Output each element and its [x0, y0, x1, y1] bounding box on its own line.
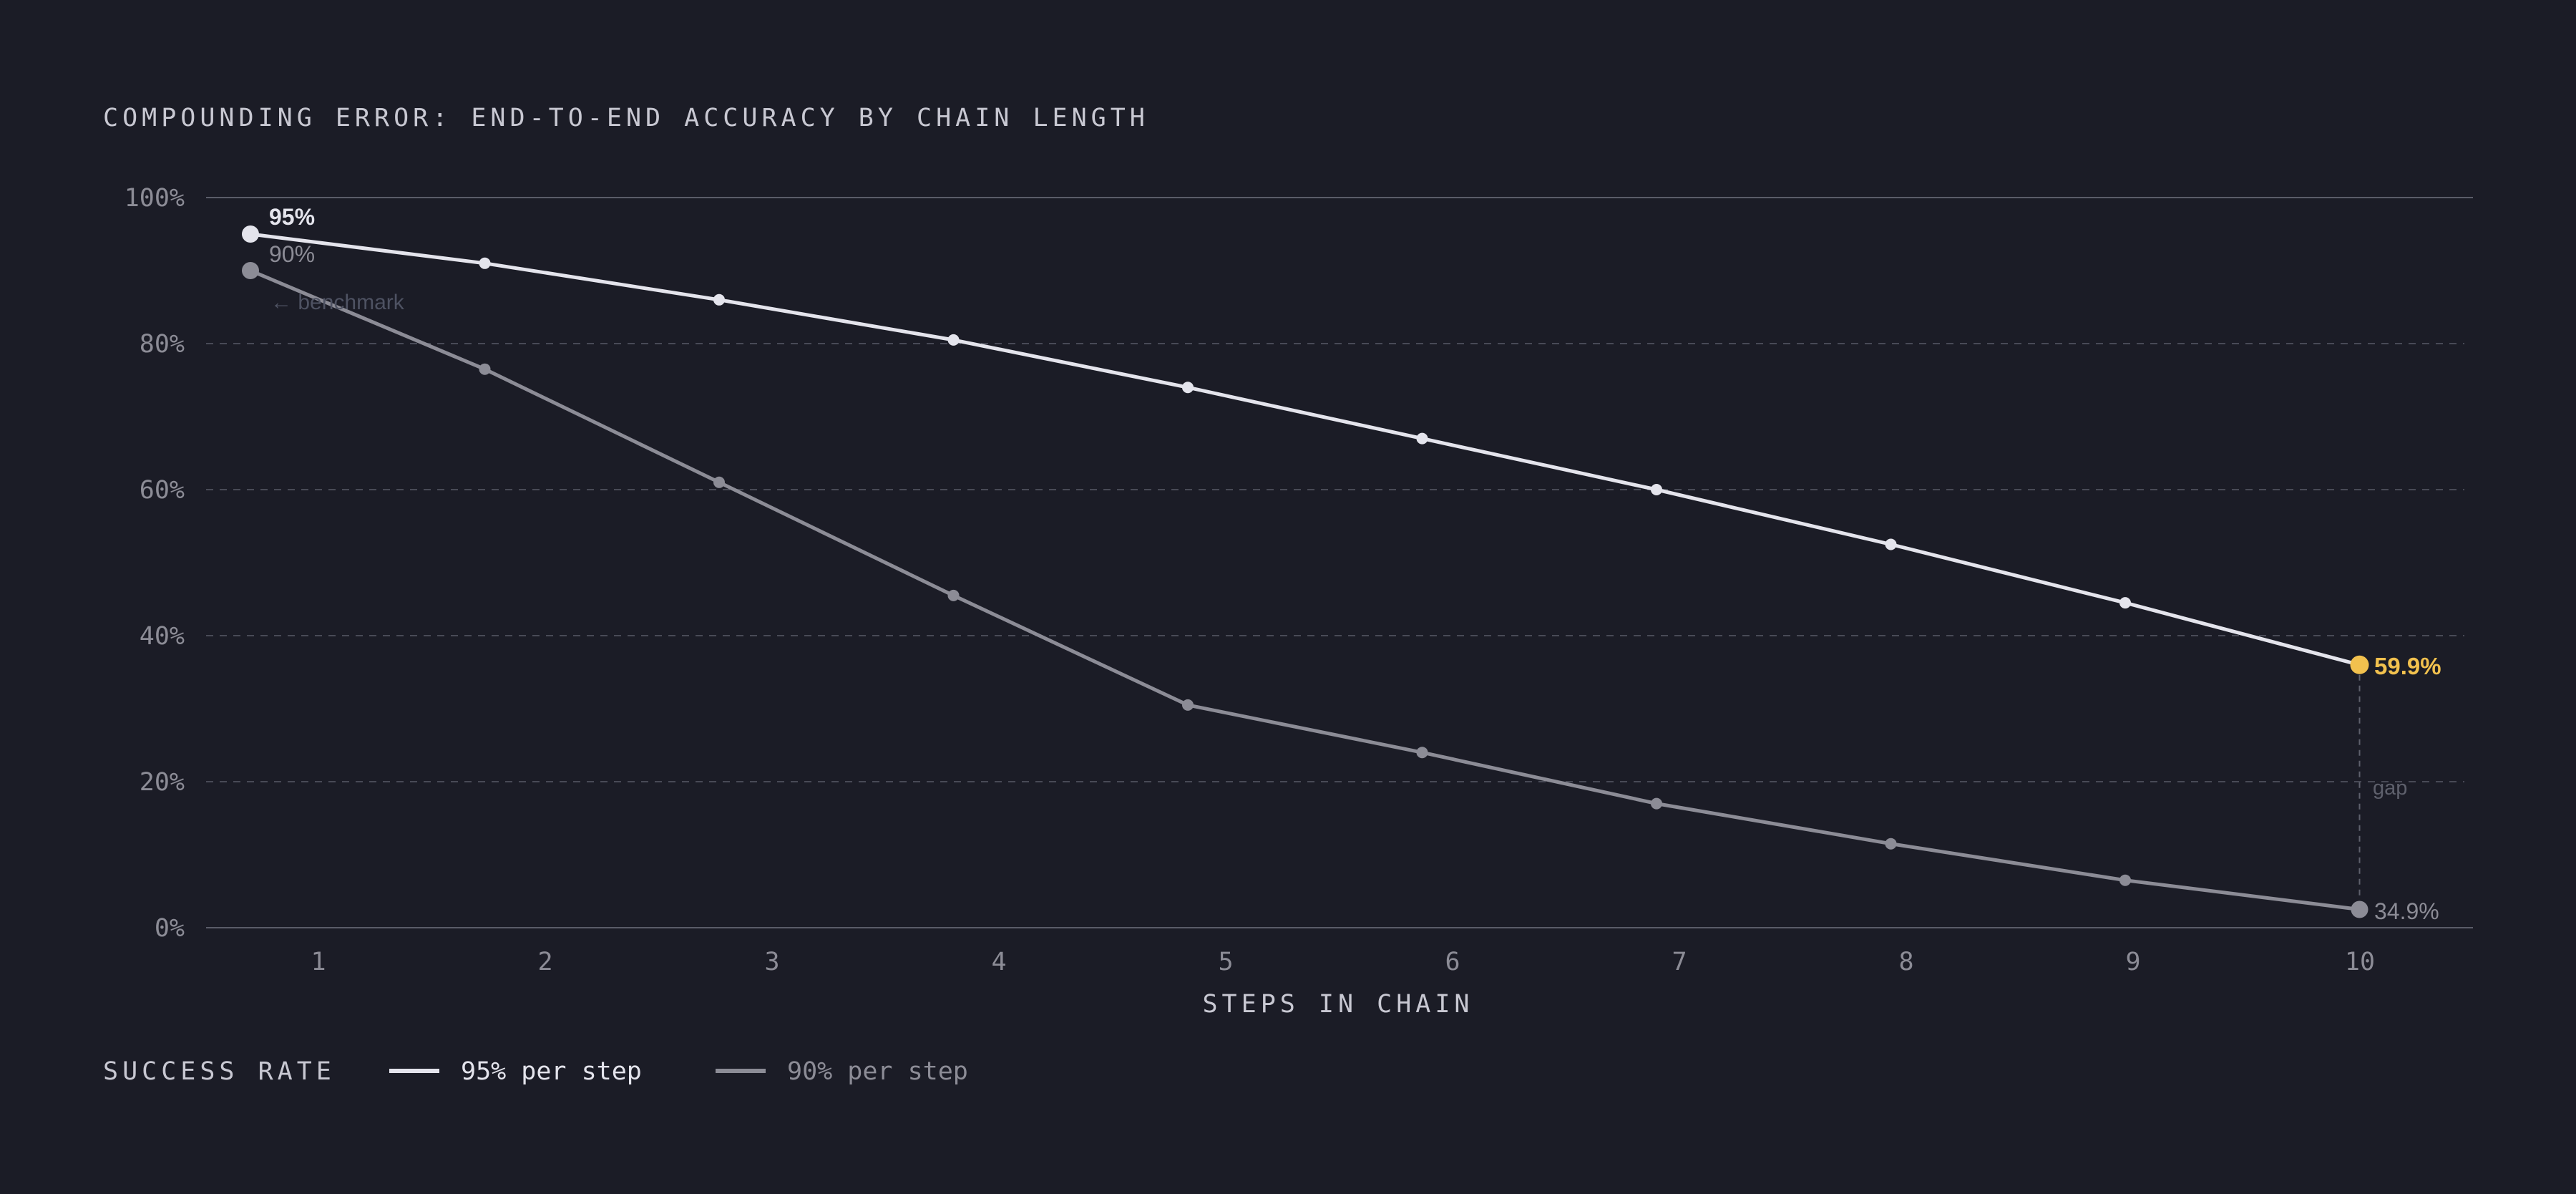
legend-label-95: 95% per step [461, 1057, 642, 1086]
x-axis-ticks: 1 2 3 4 5 6 7 8 9 10 [311, 948, 2375, 976]
data-point-90 [1651, 797, 1662, 810]
x-tick-label: 6 [1445, 948, 1460, 976]
x-tick-label: 7 [1672, 948, 1687, 976]
y-tick-label: 100% [125, 184, 185, 213]
legend-title: SUCCESS RATE [103, 1057, 336, 1086]
y-tick-label: 60% [140, 476, 185, 505]
data-point-90 [2119, 874, 2131, 886]
data-point-95 [1651, 484, 1662, 495]
x-tick-label: 3 [764, 948, 779, 976]
x-tick-label: 8 [1898, 948, 1913, 976]
y-axis-ticks: 0% 20% 40% 60% 80% 100% [125, 184, 185, 943]
data-point-90 [713, 476, 725, 488]
x-tick-label: 1 [311, 948, 326, 976]
y-tick-label: 0% [155, 914, 185, 943]
x-tick-label: 4 [991, 948, 1006, 976]
data-point-95 [242, 225, 259, 243]
data-points [242, 225, 2369, 918]
chart-title: COMPOUNDING ERROR: END-TO-END ACCURACY B… [103, 104, 1149, 132]
data-point-95 [713, 293, 725, 306]
data-point-90 [947, 589, 960, 601]
start-label-95: 95% [269, 204, 315, 230]
data-point-95 [1885, 538, 1897, 550]
data-point-90 [2351, 901, 2368, 918]
legend: SUCCESS RATE 95% per step 90% per step [103, 1057, 968, 1086]
gap-label: gap [2373, 777, 2407, 800]
series-line-95 [248, 232, 2361, 667]
y-tick-label: 40% [140, 622, 185, 651]
data-point-90 [1885, 838, 1897, 850]
data-point-95 [479, 257, 491, 269]
legend-label-90: 90% per step [787, 1057, 968, 1086]
data-point-95 [1416, 432, 1428, 445]
end-label-90: 34.9% [2374, 898, 2439, 924]
data-point-90 [1182, 699, 1194, 711]
data-point-95 [1182, 382, 1194, 394]
data-point-95 [2350, 655, 2369, 674]
series-lines [248, 232, 2361, 911]
end-label-95: 59.9% [2374, 653, 2441, 679]
x-axis-label: STEPS IN CHAIN [1202, 990, 1473, 1019]
series-line-90 [248, 268, 2361, 911]
data-point-90 [479, 363, 491, 375]
x-tick-label: 9 [2125, 948, 2140, 976]
data-point-90 [242, 262, 259, 279]
y-tick-label: 80% [140, 330, 185, 359]
benchmark-annotation: ← benchmark [270, 291, 405, 314]
data-point-95 [947, 334, 960, 346]
x-tick-label: 5 [1218, 948, 1233, 976]
x-tick-label: 2 [537, 948, 552, 976]
x-tick-label: 10 [2345, 948, 2375, 976]
gridlines [206, 197, 2473, 928]
data-point-90 [1416, 747, 1428, 759]
y-tick-label: 20% [140, 768, 185, 797]
start-label-90: 90% [269, 241, 315, 267]
data-point-95 [2119, 597, 2131, 609]
